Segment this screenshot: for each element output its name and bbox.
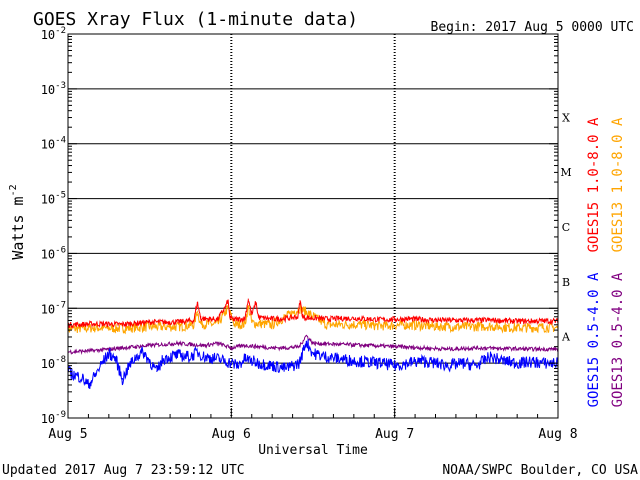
y-tick-label: 10-4 (41, 136, 66, 152)
y-tick-label-exponent: -8 (55, 355, 66, 365)
y-tick-label-exponent: -6 (55, 245, 66, 255)
flare-class-label: C (562, 221, 570, 234)
x-tick-label: Aug 5 (48, 427, 87, 442)
flare-class-label: B (562, 276, 570, 289)
y-tick-label: 10-8 (41, 355, 66, 371)
legend-entry: GOES15 1.0-8.0 A (586, 117, 602, 252)
x-tick-label: Aug 6 (212, 427, 251, 442)
y-tick-label-base: 10 (41, 193, 55, 207)
y-tick-label-base: 10 (41, 412, 55, 426)
flare-class-label: A (561, 331, 571, 344)
flare-class-label: X (562, 111, 570, 124)
x-tick-label: Aug 8 (538, 427, 577, 442)
y-tick-label-base: 10 (41, 302, 55, 316)
y-tick-label-base: 10 (41, 357, 55, 371)
updated-timestamp: Updated 2017 Aug 7 23:59:12 UTC (2, 463, 245, 478)
series-line-2 (67, 339, 559, 390)
y-tick-label-exponent: -2 (55, 26, 66, 36)
legend-entry: GOES15 0.5-4.0 A (586, 272, 602, 407)
y-tick-label: 10-6 (41, 245, 66, 261)
legend-entry: GOES13 0.5-4.0 A (610, 272, 626, 407)
y-tick-label: 10-2 (41, 26, 66, 42)
chart-title: GOES Xray Flux (1-minute data) (33, 9, 358, 30)
y-tick-label-base: 10 (41, 28, 55, 42)
y-tick-label: 10-7 (41, 300, 66, 316)
flare-class-labels: A B C M X (560, 111, 571, 343)
legend-entry: GOES13 1.0-8.0 A (610, 117, 626, 252)
y-tick-label: 10-5 (41, 191, 66, 207)
series-line-3 (67, 334, 559, 355)
y-tick-label-exponent: -5 (55, 191, 66, 201)
y-tick-label-base: 10 (41, 83, 55, 97)
y-axis-label: Watts m-2 (8, 184, 27, 259)
y-axis-label-base: Watts m (9, 196, 27, 259)
begin-label: Begin: 2017 Aug 5 0000 UTC (431, 20, 635, 35)
y-tick-label-exponent: -3 (55, 81, 66, 91)
legend: GOES15 1.0-8.0 A GOES13 1.0-8.0 A GOES15 0… (586, 117, 626, 407)
y-tick-label-base: 10 (41, 138, 55, 152)
y-tick-label: 10-9 (41, 410, 66, 426)
y-tick-label: 10-3 (41, 81, 66, 97)
y-tick-label-exponent: -9 (55, 410, 66, 420)
y-axis-label-exponent: -2 (8, 184, 19, 196)
y-tick-label-exponent: -7 (55, 300, 66, 310)
series-layer (67, 298, 559, 390)
gridlines (68, 33, 558, 419)
credit-label: NOAA/SWPC Boulder, CO USA (442, 463, 638, 478)
y-tick-label-exponent: -4 (55, 136, 66, 146)
x-tick-label: Aug 7 (375, 427, 414, 442)
y-tick-label-base: 10 (41, 247, 55, 261)
x-axis-label: Universal Time (258, 443, 368, 458)
flare-class-label: M (560, 166, 571, 179)
